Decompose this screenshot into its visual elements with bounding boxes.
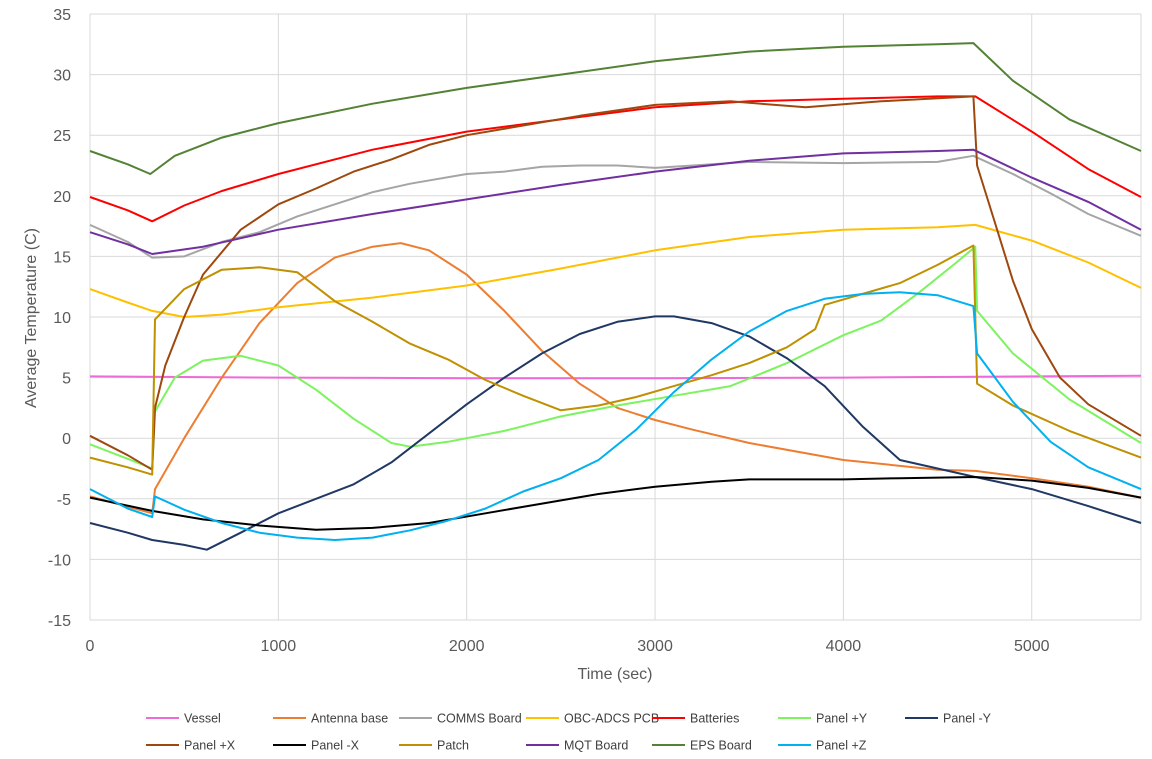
legend-label: Panel +Z [816,739,867,753]
legend-item: EPS Board [652,739,752,753]
x-tick-label: 2000 [449,638,485,655]
legend-label: Vessel [184,712,221,726]
y-tick-label: -10 [48,552,71,569]
series-line-eps-board [89,42,1142,175]
y-tick-label: 10 [53,310,71,327]
y-tick-label: 35 [53,7,71,24]
legend-label: COMMS Board [437,712,522,726]
series-line-patch [89,244,1142,476]
legend-item: COMMS Board [399,712,522,726]
legend-label: Panel -X [311,739,360,753]
legend-item: Batteries [652,712,739,726]
legend-item: Panel -Y [905,712,992,726]
y-tick-label: -5 [57,492,71,509]
series-line-panel-y [89,315,1142,551]
legend-item: MQT Board [526,739,628,753]
x-tick-label: 4000 [826,638,862,655]
y-tick-label: 20 [53,189,71,206]
legend-item: Panel +Y [778,712,868,726]
legend-label: Antenna base [311,712,388,726]
series-line-antenna-base [89,242,1142,515]
legend-label: Panel +Y [816,712,868,726]
series-lines [89,42,1142,551]
series-line-panel-z [89,291,1142,541]
y-tick-labels: 35 30 25 20 15 10 5 0 -5 -10 -15 [48,7,71,630]
series-line-mqt-board [89,148,1142,255]
legend: Vessel Antenna base COMMS Board OBC-ADCS PC… [146,712,992,753]
x-tick-labels: 0 1000 2000 3000 4000 5000 [86,638,1050,655]
legend-label: Batteries [690,712,739,726]
legend-item: Patch [399,739,469,753]
legend-item: Panel +X [146,739,236,753]
y-tick-label: 30 [53,68,71,85]
legend-item: Panel -X [273,739,360,753]
legend-label: Panel -Y [943,712,992,726]
series-line-obc-adcs-pcb [89,223,1142,318]
legend-label: OBC-ADCS PCB [564,712,659,726]
x-tick-label: 1000 [261,638,297,655]
y-tick-label: 0 [62,431,71,448]
legend-label: EPS Board [690,739,752,753]
legend-label: Panel +X [184,739,236,753]
legend-item: Vessel [146,712,221,726]
legend-item: Panel +Z [778,739,867,753]
series-line-vessel [89,374,1142,380]
series-line-panel-x [89,95,1142,471]
legend-item: Antenna base [273,712,388,726]
legend-label: MQT Board [564,739,628,753]
y-tick-label: 5 [62,371,71,388]
y-axis-title: Average Temperature (C) [23,228,40,408]
y-tick-label: 25 [53,128,71,145]
legend-item: OBC-ADCS PCB [526,712,659,726]
series-line-panel-x [89,476,1142,531]
x-tick-label: 3000 [637,638,673,655]
x-axis-title: Time (sec) [578,666,653,683]
x-tick-label: 5000 [1014,638,1050,655]
y-tick-label: -15 [48,613,71,630]
legend-label: Patch [437,739,469,753]
y-tick-label: 15 [53,249,71,266]
series-line-panel-y [89,245,1142,470]
x-tick-label: 0 [86,638,95,655]
